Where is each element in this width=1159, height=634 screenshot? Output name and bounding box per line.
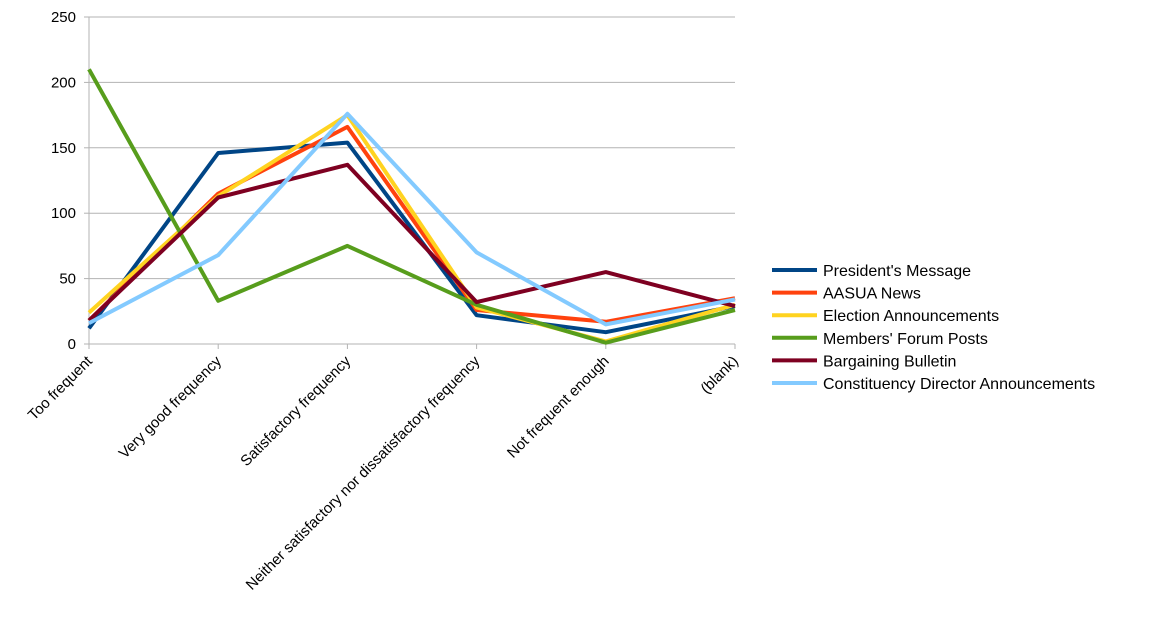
y-tick-labels: 0 50 100 150 200 250 bbox=[51, 9, 76, 353]
series-line-6 bbox=[88, 111, 736, 327]
legend-label: Members' Forum Posts bbox=[823, 331, 988, 348]
y-tick-label: 100 bbox=[51, 205, 76, 222]
series-line-5 bbox=[87, 162, 736, 322]
legend-label: Constituency Director Announcements bbox=[823, 376, 1095, 393]
x-tick-labels: Too frequent Very good frequency Satisfact… bbox=[25, 352, 742, 593]
y-tick-label: 50 bbox=[59, 271, 76, 288]
legend-label: Bargaining Bulletin bbox=[823, 353, 956, 370]
y-tick-label: 200 bbox=[51, 74, 76, 91]
x-tick-label: (blank) bbox=[697, 353, 741, 397]
x-tick-label: Too frequent bbox=[25, 352, 97, 424]
legend-label: Election Announcements bbox=[823, 308, 999, 325]
series-line-1 bbox=[87, 140, 736, 335]
x-tick-label: Not frequent enough bbox=[504, 353, 613, 462]
y-tick-label: 150 bbox=[51, 140, 76, 157]
x-tick-label: Neither satisfactory nor dissatisfactory… bbox=[243, 352, 484, 593]
x-tick-label: Satisfactory frequency bbox=[237, 352, 354, 469]
legend: President's Message AASUA News Election An… bbox=[772, 263, 1095, 393]
series-line-4 bbox=[87, 68, 736, 345]
series-lines bbox=[87, 68, 736, 345]
x-tick-label: Very good frequency bbox=[116, 352, 226, 462]
y-tick-label: 250 bbox=[51, 9, 76, 26]
legend-label: AASUA News bbox=[823, 286, 921, 303]
legend-label: President's Message bbox=[823, 263, 971, 280]
y-tick-label: 0 bbox=[68, 336, 76, 353]
